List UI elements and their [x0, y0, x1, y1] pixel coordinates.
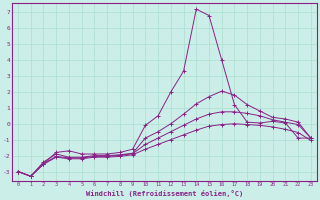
X-axis label: Windchill (Refroidissement éolien,°C): Windchill (Refroidissement éolien,°C) [86, 190, 243, 197]
